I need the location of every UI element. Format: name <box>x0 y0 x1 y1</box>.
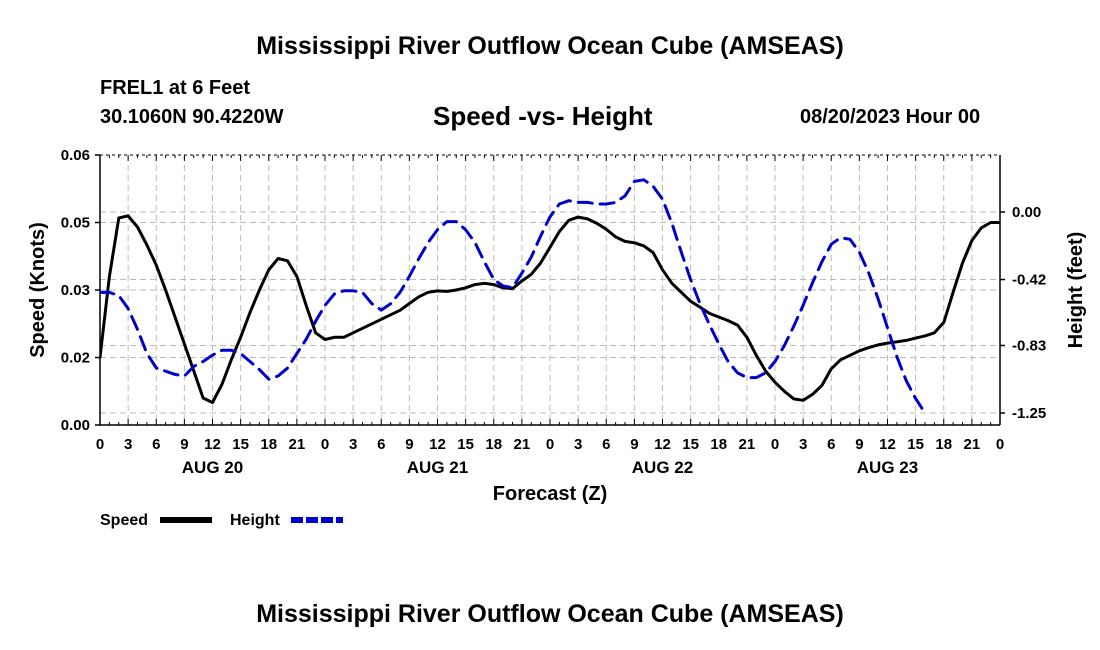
x-tick-label: 18 <box>710 436 727 453</box>
x-tick-label: 9 <box>630 436 638 453</box>
x-tick-label: 15 <box>232 436 249 453</box>
day-label: AUG 23 <box>857 458 918 477</box>
x-tick-label: 0 <box>96 436 104 453</box>
y2-tick-label: -0.83 <box>1012 337 1046 354</box>
footer-title: Mississippi River Outflow Ocean Cube (AM… <box>256 600 844 628</box>
y-tick-label: 0.02 <box>61 350 90 367</box>
y2-axis-title: Height (feet) <box>1065 232 1087 349</box>
legend-label-height: Height <box>230 512 280 529</box>
x-tick-label: 6 <box>377 436 385 453</box>
x-tick-label: 6 <box>152 436 160 453</box>
x-tick-label: 12 <box>204 436 221 453</box>
x-tick-label: 3 <box>124 436 132 453</box>
day-label: AUG 20 <box>182 458 243 477</box>
page-title: Mississippi River Outflow Ocean Cube (AM… <box>256 32 844 60</box>
x-tick-label: 15 <box>682 436 699 453</box>
x-tick-label: 6 <box>827 436 835 453</box>
chart-subtitle: Speed -vs- Height <box>433 101 653 131</box>
x-tick-label: 15 <box>907 436 924 453</box>
x-tick-label: 21 <box>289 436 306 453</box>
x-tick-label: 21 <box>739 436 756 453</box>
legend-label-speed: Speed <box>100 512 148 529</box>
series-line-height <box>100 178 927 415</box>
x-tick-label: 12 <box>654 436 671 453</box>
y2-tick-label: 0.00 <box>1012 204 1041 221</box>
x-tick-label: 15 <box>457 436 474 453</box>
date-label: 08/20/2023 Hour 00 <box>800 106 981 128</box>
x-tick-label: 0 <box>996 436 1004 453</box>
x-tick-label: 12 <box>879 436 896 453</box>
x-tick-label: 18 <box>935 436 952 453</box>
station-label: FREL1 at 6 Feet <box>100 77 251 99</box>
x-axis-title: Forecast (Z) <box>493 483 607 505</box>
coordinates-label: 30.1060N 90.4220W <box>100 106 284 128</box>
y-tick-label: 0.05 <box>61 215 90 232</box>
y-tick-label: 0.06 <box>61 147 90 164</box>
x-tick-label: 0 <box>546 436 554 453</box>
y-axis-title: Speed (Knots) <box>27 222 49 358</box>
y2-tick-label: -1.25 <box>1012 405 1046 422</box>
x-tick-label: 9 <box>180 436 188 453</box>
series-group <box>100 178 1000 415</box>
x-tick-label: 21 <box>964 436 981 453</box>
x-tick-label: 0 <box>771 436 779 453</box>
x-tick-label: 12 <box>429 436 446 453</box>
x-tick-label: 3 <box>574 436 582 453</box>
x-tick-label: 3 <box>799 436 807 453</box>
x-tick-label: 21 <box>514 436 531 453</box>
x-tick-label: 9 <box>405 436 413 453</box>
y2-tick-label: -0.42 <box>1012 272 1046 289</box>
x-tick-label: 18 <box>260 436 277 453</box>
y-tick-label: 0.00 <box>61 417 90 434</box>
x-tick-label: 18 <box>485 436 502 453</box>
x-tick-label: 6 <box>602 436 610 453</box>
x-tick-label: 3 <box>349 436 357 453</box>
series-line-speed <box>100 214 1000 404</box>
x-tick-label: 9 <box>855 436 863 453</box>
day-label: AUG 21 <box>407 458 468 477</box>
day-label: AUG 22 <box>632 458 693 477</box>
x-tick-label: 0 <box>321 436 329 453</box>
y-tick-label: 0.03 <box>61 282 90 299</box>
